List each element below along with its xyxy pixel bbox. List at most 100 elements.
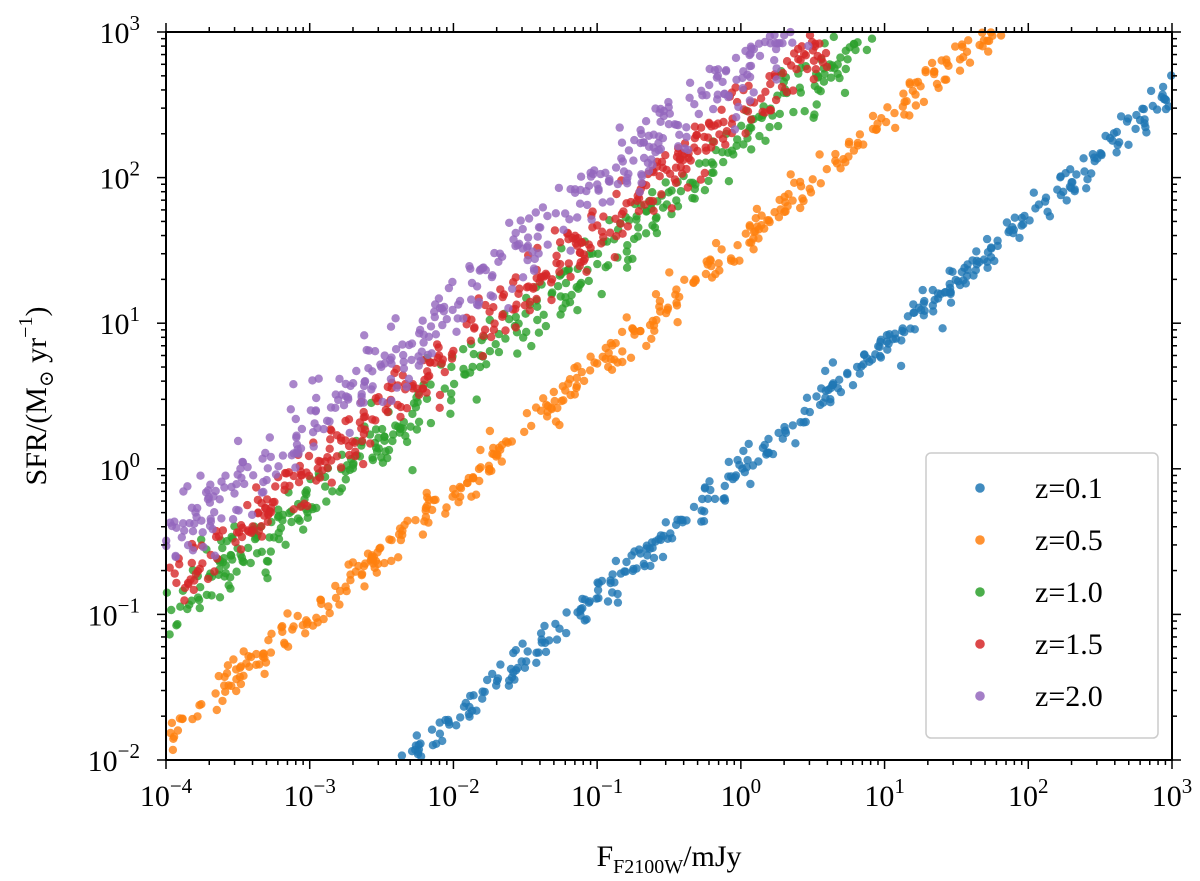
data-point xyxy=(562,628,571,638)
data-point xyxy=(476,445,485,455)
data-point xyxy=(1139,104,1149,114)
data-point xyxy=(705,477,714,486)
data-point xyxy=(341,416,350,426)
data-point xyxy=(597,239,606,248)
data-point xyxy=(654,139,663,148)
data-point xyxy=(357,436,367,446)
data-point xyxy=(978,42,987,51)
data-point xyxy=(800,406,809,416)
data-point xyxy=(778,434,787,443)
legend-item: z=2.0 xyxy=(975,680,1103,713)
data-point xyxy=(611,556,621,566)
data-point xyxy=(622,199,631,208)
data-point xyxy=(699,517,709,526)
data-point xyxy=(582,267,591,276)
data-point xyxy=(580,254,589,264)
data-point xyxy=(628,566,638,576)
x-tick-label: 10−2 xyxy=(427,774,479,813)
data-point xyxy=(513,349,522,358)
data-point xyxy=(724,457,733,467)
legend-item: z=0.5 xyxy=(975,524,1103,557)
data-point xyxy=(733,135,742,144)
data-point xyxy=(1131,124,1140,134)
data-point xyxy=(709,104,718,114)
data-point xyxy=(859,360,868,369)
data-point xyxy=(465,702,474,712)
data-point xyxy=(312,476,321,485)
data-point xyxy=(257,547,266,556)
data-point xyxy=(470,324,479,333)
data-point xyxy=(603,597,613,606)
data-point xyxy=(467,492,476,501)
data-point xyxy=(782,57,792,66)
data-point xyxy=(635,187,644,197)
data-point xyxy=(266,648,276,657)
y-axis-label: SFR/(M⊙ yr−1) xyxy=(15,307,58,486)
data-point xyxy=(444,283,454,293)
data-point xyxy=(538,203,548,212)
legend-label: z=0.1 xyxy=(1035,472,1103,505)
data-point xyxy=(167,718,177,728)
data-point xyxy=(267,629,276,638)
data-point xyxy=(287,517,296,527)
data-point xyxy=(440,367,449,377)
data-point xyxy=(459,345,468,354)
data-point xyxy=(263,464,272,473)
data-point xyxy=(494,347,504,357)
data-point xyxy=(1083,175,1092,184)
data-point xyxy=(745,72,755,82)
data-point xyxy=(1132,110,1141,120)
data-point xyxy=(696,123,706,132)
data-point xyxy=(501,326,510,335)
data-point xyxy=(513,663,522,673)
data-point xyxy=(541,321,551,331)
data-point xyxy=(269,533,279,542)
data-point xyxy=(539,394,548,403)
data-point xyxy=(670,175,680,184)
data-point xyxy=(739,67,748,76)
data-point xyxy=(280,640,289,649)
data-point xyxy=(550,226,560,235)
data-point xyxy=(223,661,233,670)
data-point xyxy=(548,288,557,297)
data-point xyxy=(392,364,401,374)
data-point xyxy=(649,553,659,563)
data-point xyxy=(821,48,831,58)
data-point xyxy=(909,300,918,309)
data-point xyxy=(710,494,720,504)
data-point xyxy=(487,332,496,342)
data-point xyxy=(221,471,230,480)
data-point xyxy=(972,247,981,256)
data-point xyxy=(756,94,766,103)
data-point xyxy=(789,107,798,117)
data-point xyxy=(629,234,639,244)
data-point xyxy=(180,596,189,605)
data-point xyxy=(189,585,198,595)
data-point xyxy=(868,111,878,121)
data-point xyxy=(434,294,444,303)
data-point xyxy=(234,506,243,515)
data-point xyxy=(640,562,649,571)
data-point xyxy=(744,439,753,449)
data-point xyxy=(406,422,415,431)
data-point xyxy=(1082,184,1091,193)
data-point xyxy=(882,337,892,346)
data-point xyxy=(734,102,743,112)
data-point xyxy=(525,306,534,315)
data-point xyxy=(533,315,542,325)
data-point xyxy=(435,729,445,738)
data-point xyxy=(319,424,328,434)
data-point xyxy=(509,648,518,658)
legend-label: z=1.0 xyxy=(1035,576,1103,609)
data-point xyxy=(176,602,185,611)
data-point xyxy=(649,206,658,215)
data-point xyxy=(503,438,512,447)
x-tick-label: 10−1 xyxy=(571,774,623,813)
data-point xyxy=(203,486,213,495)
data-point xyxy=(387,353,396,362)
data-point xyxy=(221,569,230,578)
data-point xyxy=(360,425,370,434)
data-point xyxy=(937,56,946,65)
plot-frame xyxy=(165,31,1173,761)
data-point xyxy=(637,178,646,187)
